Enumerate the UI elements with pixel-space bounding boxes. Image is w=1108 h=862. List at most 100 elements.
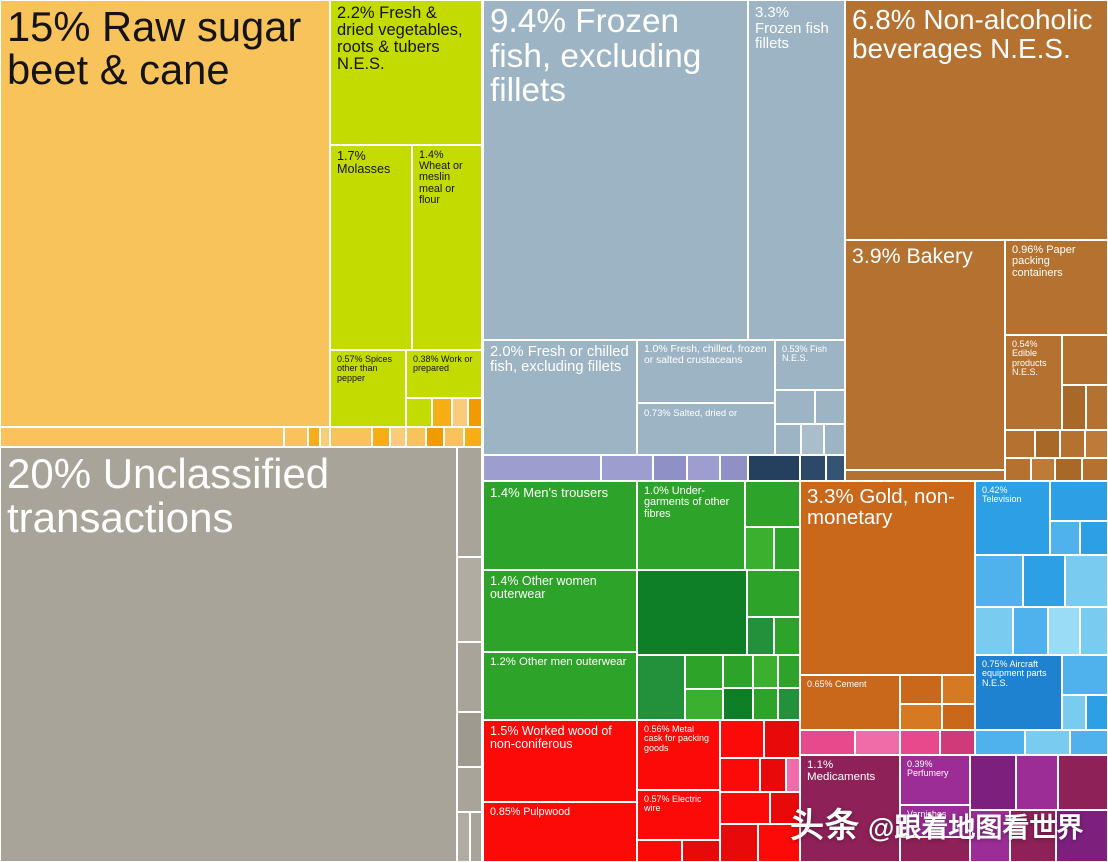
treemap-filler-tile[interactable] [0,427,284,447]
treemap-filler-tile[interactable] [1062,655,1108,695]
treemap-filler-tile[interactable] [900,837,970,862]
treemap-filler-tile[interactable] [1086,385,1108,430]
treemap-tile-frozen-fish-excluding-fillets[interactable]: 9.4% Frozen fish, excluding fillets [483,0,748,340]
treemap-tile-fish-n-e-s[interactable]: 0.53% Fish N.E.S. [775,340,845,390]
treemap-filler-tile[interactable] [372,427,390,447]
treemap-filler-tile[interactable] [774,527,800,570]
treemap-filler-tile[interactable] [745,527,774,570]
treemap-filler-tile[interactable] [1005,458,1031,481]
treemap-filler-tile[interactable] [468,398,482,427]
treemap-filler-tile[interactable] [748,455,800,481]
treemap-tile-aircraft-equipment-parts-n-e-s[interactable]: 0.75% Aircraft equipment parts N.E.S. [975,655,1062,730]
treemap-filler-tile[interactable] [653,455,687,481]
treemap-filler-tile[interactable] [753,655,778,688]
treemap-filler-tile[interactable] [1060,430,1085,458]
treemap-filler-tile[interactable] [470,812,482,862]
treemap-tile-other-women-outerwear[interactable]: 1.4% Other women outerwear [483,570,637,652]
treemap-filler-tile[interactable] [774,617,800,655]
treemap-filler-tile[interactable] [432,398,452,427]
treemap-filler-tile[interactable] [824,424,845,455]
treemap-filler-tile[interactable] [406,427,426,447]
treemap-tile-varnishes[interactable]: Varnishes [900,805,970,837]
treemap-filler-tile[interactable] [775,424,801,455]
treemap-filler-tile[interactable] [1025,730,1070,755]
treemap-filler-tile[interactable] [720,455,748,481]
treemap-filler-tile[interactable] [1010,810,1056,862]
treemap-tile-fresh-dried-vegetables-roots-tubers-n-e-s[interactable]: 2.2% Fresh & dried vegetables, roots & t… [330,0,482,145]
treemap-filler-tile[interactable] [723,655,753,688]
treemap-filler-tile[interactable] [1062,335,1108,385]
treemap-filler-tile[interactable] [1062,385,1086,430]
treemap-filler-tile[interactable] [975,607,1013,655]
treemap-filler-tile[interactable] [426,427,444,447]
treemap-filler-tile[interactable] [800,455,826,481]
treemap-filler-tile[interactable] [457,642,482,712]
treemap-filler-tile[interactable] [720,792,770,824]
treemap-tile-molasses[interactable]: 1.7% Molasses [330,145,412,350]
treemap-tile-work-or-prepared[interactable]: 0.38% Work or prepared [406,350,482,398]
treemap-tile-edible-products-n-e-s[interactable]: 0.54% Edible products N.E.S. [1005,335,1062,430]
treemap-filler-tile[interactable] [1050,481,1108,521]
treemap-filler-tile[interactable] [1055,458,1082,481]
treemap-filler-tile[interactable] [747,617,774,655]
treemap-filler-tile[interactable] [1080,607,1108,655]
treemap-tile-men-s-trousers[interactable]: 1.4% Men's trousers [483,481,637,570]
treemap-filler-tile[interactable] [745,481,800,527]
treemap-filler-tile[interactable] [682,840,720,862]
treemap-filler-tile[interactable] [457,447,482,557]
treemap-filler-tile[interactable] [753,688,778,720]
treemap-filler-tile[interactable] [778,655,800,688]
treemap-filler-tile[interactable] [770,792,800,824]
treemap-filler-tile[interactable] [720,824,758,862]
treemap-tile-bakery[interactable]: 3.9% Bakery [845,240,1005,470]
treemap-filler-tile[interactable] [900,730,940,755]
treemap-tile-metal-cask-for-packing-goods[interactable]: 0.56% Metal cask for packing goods [637,720,720,790]
treemap-filler-tile[interactable] [720,720,764,758]
treemap-filler-tile[interactable] [320,427,330,447]
treemap-filler-tile[interactable] [942,675,975,704]
treemap-filler-tile[interactable] [685,689,723,720]
treemap-filler-tile[interactable] [601,455,653,481]
treemap-filler-tile[interactable] [775,390,815,424]
treemap-filler-tile[interactable] [1058,755,1108,810]
treemap-filler-tile[interactable] [815,390,845,424]
treemap-filler-tile[interactable] [942,704,975,730]
treemap-filler-tile[interactable] [483,455,601,481]
treemap-filler-tile[interactable] [975,730,1025,755]
treemap-tile-worked-wood-of-non-coniferous[interactable]: 1.5% Worked wood of non-coniferous [483,720,637,802]
treemap-filler-tile[interactable] [1048,607,1080,655]
treemap-tile-fresh-chilled-frozen-or-salted-crustaceans[interactable]: 1.0% Fresh, chilled, frozen or salted cr… [637,340,775,403]
treemap-filler-tile[interactable] [330,427,372,447]
treemap-filler-tile[interactable] [637,570,747,655]
treemap-filler-tile[interactable] [1082,458,1108,481]
treemap-filler-tile[interactable] [800,730,855,755]
treemap-tile-fresh-or-chilled-fish-excluding-fillets[interactable]: 2.0% Fresh or chilled fish, excluding fi… [483,340,637,455]
treemap-filler-tile[interactable] [900,704,942,730]
treemap-tile-under-garments-of-other-fibres[interactable]: 1.0% Under-garments of other fibres [637,481,745,570]
treemap-filler-tile[interactable] [457,712,482,767]
treemap-filler-tile[interactable] [1062,695,1086,730]
treemap-filler-tile[interactable] [390,427,406,447]
treemap-filler-tile[interactable] [723,688,753,720]
treemap-tile-wheat-or-meslin-meal-or-flour[interactable]: 1.4% Wheat or meslin meal or flour [412,145,482,350]
treemap-filler-tile[interactable] [1070,730,1108,755]
treemap-filler-tile[interactable] [1065,555,1108,607]
treemap-filler-tile[interactable] [764,720,800,758]
treemap-filler-tile[interactable] [457,767,482,812]
treemap-filler-tile[interactable] [1013,607,1048,655]
treemap-filler-tile[interactable] [845,470,1005,481]
treemap-filler-tile[interactable] [975,555,1023,607]
treemap-tile-pulpwood[interactable]: 0.85% Pulpwood [483,802,637,862]
treemap-filler-tile[interactable] [970,755,1016,810]
treemap-tile-frozen-fish-fillets[interactable]: 3.3% Frozen fish fillets [748,0,845,340]
treemap-tile-perfumery[interactable]: 0.39% Perfumery [900,755,970,805]
treemap-tile-raw-sugar-beet-cane[interactable]: 15% Raw sugar beet & cane [0,0,330,427]
treemap-filler-tile[interactable] [778,688,800,720]
treemap-tile-salted-dried-or[interactable]: 0.73% Salted, dried or [637,403,775,455]
treemap-filler-tile[interactable] [687,455,720,481]
treemap-filler-tile[interactable] [464,427,482,447]
treemap-filler-tile[interactable] [444,427,464,447]
treemap-filler-tile[interactable] [1056,810,1108,862]
treemap-filler-tile[interactable] [1086,695,1108,730]
treemap-filler-tile[interactable] [758,824,800,862]
